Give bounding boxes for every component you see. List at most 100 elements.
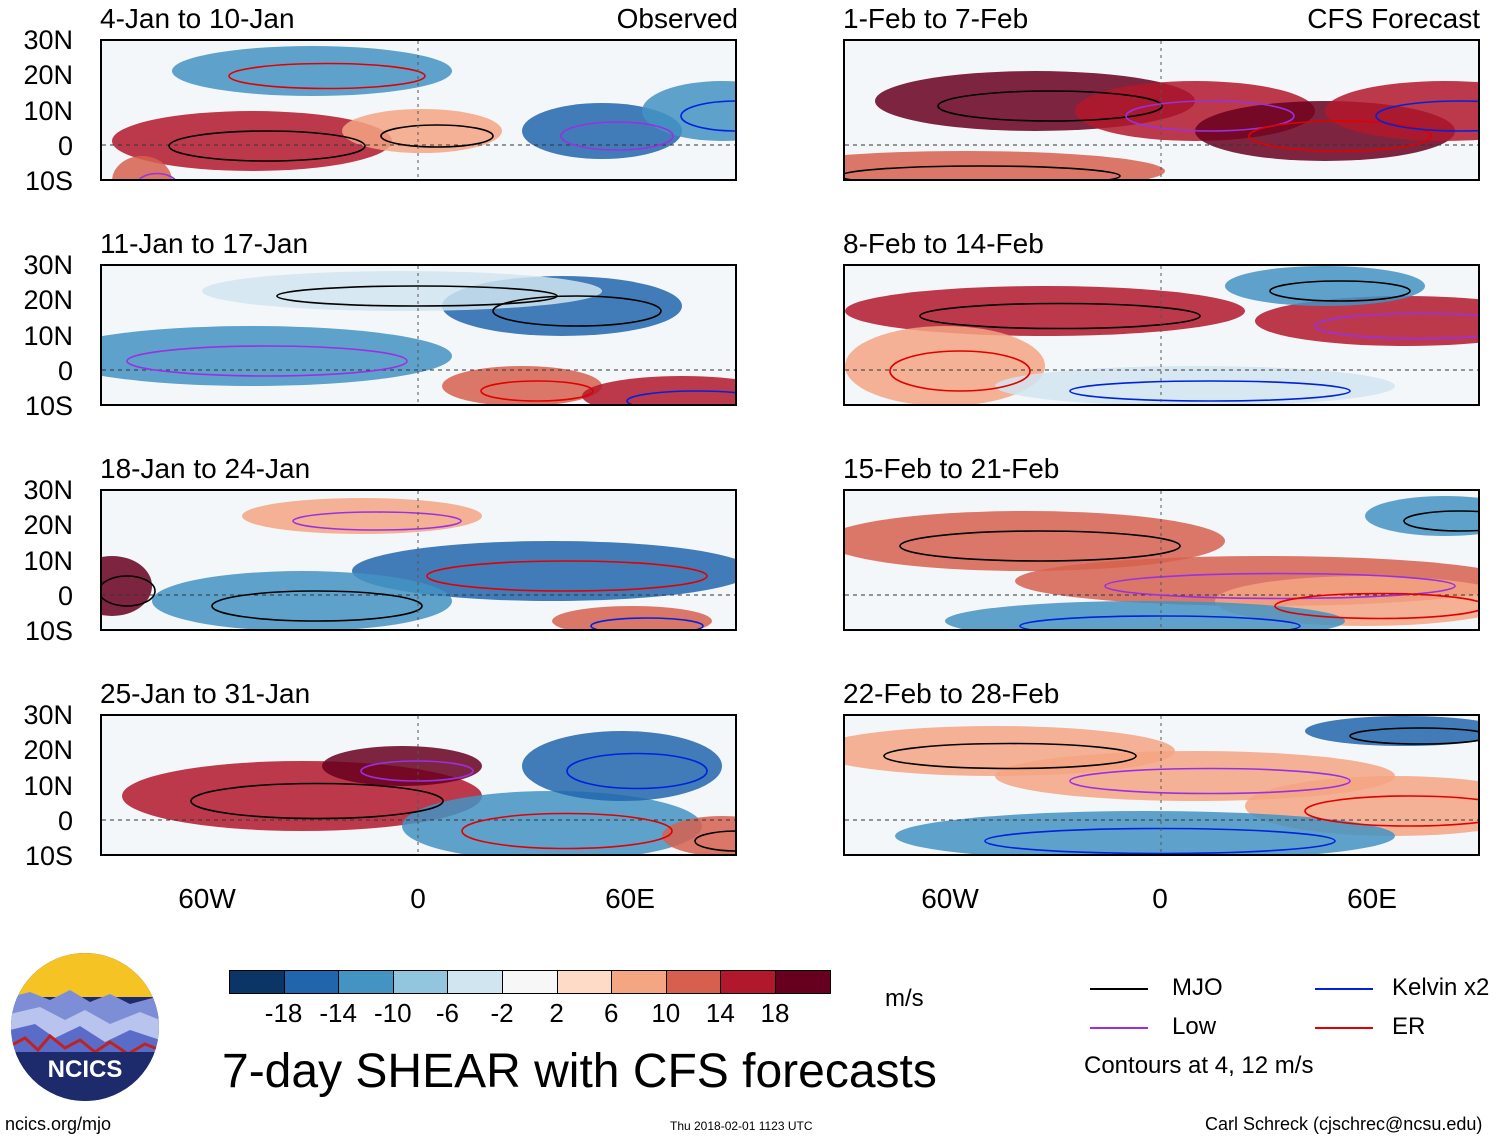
shear-field	[845, 491, 1478, 629]
map-forecast-3	[843, 489, 1480, 631]
colorbar-tick-label: 10	[651, 998, 681, 1028]
lat-label-30n-row2: 30N	[23, 250, 73, 280]
colorbar-tick-label: 14	[705, 998, 735, 1028]
wave-contour	[1269, 280, 1411, 302]
wave-contour	[845, 165, 1121, 179]
shear-anomaly-blob	[402, 791, 702, 854]
legend-er-line	[1315, 1027, 1373, 1029]
shear-anomaly-blob	[522, 731, 722, 801]
observed-panel-2-title: 11-Jan to 17-Jan	[100, 228, 309, 259]
shear-anomaly-blob	[1225, 266, 1425, 306]
observed-panel-3-title: 18-Jan to 24-Jan	[100, 453, 311, 484]
lat-label-10s-row2: 10S	[24, 391, 73, 421]
timestamp: Thu 2018-02-01 1123 UTC	[670, 1119, 813, 1133]
observed-panel-1-title: 4-Jan to 10-Jan	[100, 3, 295, 34]
shear-anomaly-blob	[1255, 296, 1478, 346]
source-url[interactable]: ncics.org/mjo	[5, 1114, 112, 1134]
lat-label-10s-row4: 10S	[24, 841, 73, 871]
colorbar-swatch	[229, 970, 285, 994]
main-title: 7-day SHEAR with CFS forecasts	[222, 1045, 937, 1098]
map-observed-4	[100, 714, 737, 856]
wave-contour	[426, 560, 708, 592]
lat-label-0-row2: 0	[57, 356, 73, 386]
colorbar-swatch	[665, 970, 722, 994]
wave-contour	[1274, 592, 1478, 620]
lat-label-20n-row4: 20N	[23, 735, 73, 765]
legend-mjo-label: MJO	[1172, 974, 1223, 1001]
lat-label-30n-row1: 30N	[23, 25, 73, 55]
wave-contour	[480, 380, 594, 402]
wave-contour	[919, 302, 1201, 330]
wave-contour	[138, 172, 176, 179]
wave-contour	[1314, 312, 1478, 340]
shear-anomaly-blob	[322, 746, 482, 786]
wave-contour	[1349, 727, 1478, 745]
lat-label-10n-row2: 10N	[23, 321, 73, 351]
wave-contour	[492, 295, 662, 327]
colorbar-swatch	[611, 970, 667, 994]
forecast-panel-3-title: 15-Feb to 21-Feb	[843, 453, 1060, 484]
observed-tag: Observed	[616, 3, 738, 34]
wave-contour	[1069, 380, 1351, 402]
credit: Carl Schreck (cjschrec@ncsu.edu)	[1205, 1114, 1483, 1134]
shear-field	[102, 491, 735, 629]
colorbar-swatch	[556, 970, 613, 994]
forecast-panel-4-title: 22-Feb to 28-Feb	[843, 678, 1060, 709]
shear-anomaly-blob	[172, 46, 452, 96]
wave-contour	[1019, 615, 1301, 629]
lat-label-10s-row1: 10S	[24, 166, 73, 196]
shear-field	[845, 41, 1478, 179]
wave-contour	[694, 830, 735, 852]
wave-contour	[560, 121, 674, 151]
wave-contour	[228, 62, 426, 90]
wave-contour	[461, 812, 673, 850]
colorbar-tick-label: 6	[603, 998, 619, 1028]
shear-field	[845, 716, 1478, 854]
lat-label-0-row3: 0	[57, 581, 73, 611]
shear-anomaly-blob	[845, 326, 1045, 404]
wave-contour	[1125, 100, 1295, 132]
shear-anomaly-blob	[582, 376, 735, 404]
colorbar-tick-label: -6	[435, 998, 459, 1028]
wave-contour	[680, 100, 735, 132]
shear-field	[102, 716, 735, 854]
wave-contour	[190, 782, 444, 820]
map-forecast-1	[843, 39, 1480, 181]
lat-label-10n-row4: 10N	[23, 771, 73, 801]
map-observed-2	[100, 264, 737, 406]
ncics-logo: NCICS	[11, 953, 159, 1101]
colorbar-swatch	[338, 970, 394, 994]
forecast-panel-1-title: 1-Feb to 7-Feb	[843, 3, 1029, 34]
wave-contour	[380, 124, 494, 148]
colorbar-tick-label: -2	[490, 998, 514, 1028]
lat-label-20n-row3: 20N	[23, 510, 73, 540]
colorbar-unit: m/s	[885, 985, 924, 1012]
shear-field	[845, 266, 1478, 404]
lon-label-60e-right: 60E	[1347, 883, 1397, 914]
lat-label-30n-row3: 30N	[23, 475, 73, 505]
lon-label-0-left: 0	[410, 883, 426, 914]
wave-contour	[276, 285, 558, 307]
wave-contour	[168, 130, 366, 162]
wave-contour	[1248, 120, 1432, 152]
wave-contour	[889, 350, 1031, 392]
shear-anomaly-blob	[342, 109, 502, 153]
legend-mjo-line	[1090, 988, 1148, 990]
legend-low-label: Low	[1172, 1013, 1217, 1040]
colorbar-swatch	[447, 970, 503, 994]
forecast-tag: CFS Forecast	[1307, 3, 1480, 34]
colorbar-tick-label: -18	[264, 998, 303, 1028]
lat-label-10n-row3: 10N	[23, 546, 73, 576]
shear-anomaly-blob	[642, 81, 735, 141]
wave-contour	[126, 345, 408, 377]
wave-contour	[984, 827, 1336, 854]
wave-contour	[1403, 510, 1478, 532]
legend-er-label: ER	[1392, 1013, 1426, 1040]
shear-field	[102, 41, 735, 179]
wave-contour	[883, 742, 1137, 770]
colorbar-tick-label: 18	[760, 998, 790, 1028]
colorbar-swatch	[720, 970, 776, 994]
lat-label-10n-row1: 10N	[23, 96, 73, 126]
wave-contour	[1304, 795, 1478, 827]
wave-contour	[937, 90, 1163, 122]
